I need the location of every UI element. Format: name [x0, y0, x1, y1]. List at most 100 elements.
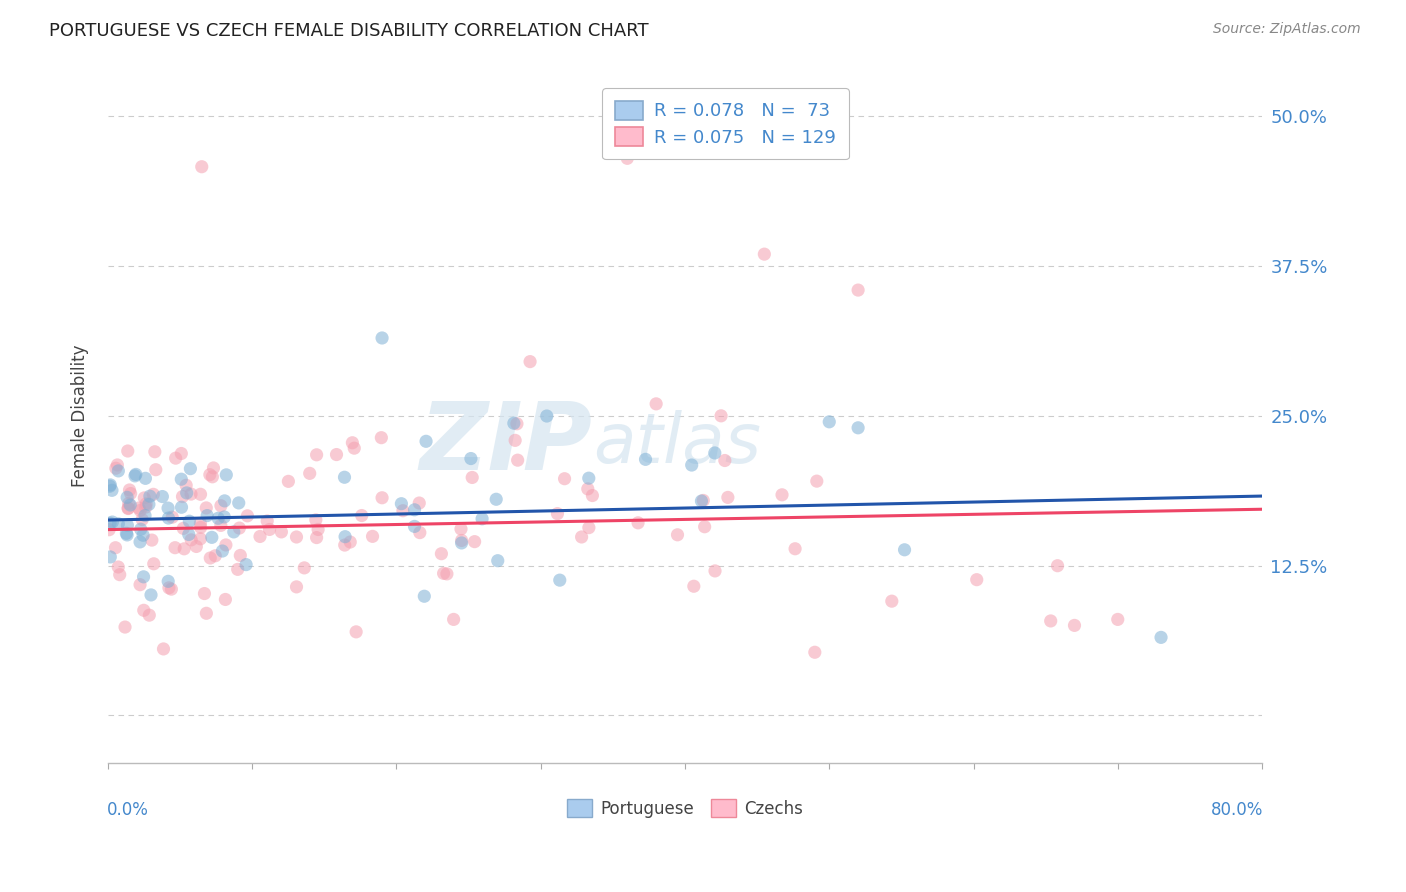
- Point: [634, 452, 657, 467]
- Point: [256, 514, 278, 528]
- Point: [139, 588, 162, 602]
- Point: [692, 493, 714, 508]
- Point: [115, 526, 138, 541]
- Point: [98, 523, 121, 537]
- Point: [132, 528, 155, 542]
- Point: [129, 522, 152, 536]
- Point: [165, 541, 187, 555]
- Point: [132, 603, 155, 617]
- Point: [371, 331, 394, 345]
- Point: [305, 448, 328, 462]
- Point: [333, 538, 356, 552]
- Point: [157, 511, 180, 525]
- Point: [228, 496, 250, 510]
- Point: [846, 421, 869, 435]
- Point: [350, 508, 373, 523]
- Point: [195, 500, 218, 515]
- Point: [190, 160, 212, 174]
- Point: [160, 582, 183, 596]
- Text: 0.0%: 0.0%: [107, 801, 149, 820]
- Point: [157, 574, 180, 589]
- Point: [177, 527, 200, 541]
- Point: [554, 472, 576, 486]
- Point: [966, 573, 988, 587]
- Point: [389, 497, 412, 511]
- Point: [666, 528, 689, 542]
- Point: [143, 444, 166, 458]
- Point: [270, 524, 292, 539]
- Point: [714, 453, 737, 467]
- Point: [138, 497, 160, 511]
- Point: [285, 530, 308, 544]
- Point: [693, 520, 716, 534]
- Point: [581, 489, 603, 503]
- Point: [104, 541, 127, 555]
- Point: [118, 483, 141, 497]
- Point: [134, 471, 156, 485]
- Point: [214, 592, 236, 607]
- Point: [195, 607, 218, 621]
- Point: [305, 513, 328, 527]
- Point: [125, 467, 148, 482]
- Point: [180, 487, 202, 501]
- Point: [804, 645, 827, 659]
- Point: [1063, 618, 1085, 632]
- Text: 80.0%: 80.0%: [1211, 801, 1263, 820]
- Point: [157, 581, 180, 595]
- Point: [209, 518, 232, 533]
- Point: [180, 533, 202, 547]
- Point: [361, 529, 384, 543]
- Point: [173, 541, 195, 556]
- Point: [118, 496, 141, 510]
- Point: [450, 536, 472, 550]
- Point: [201, 530, 224, 544]
- Point: [415, 434, 437, 449]
- Point: [460, 451, 482, 466]
- Point: [190, 532, 212, 546]
- Point: [117, 518, 139, 533]
- Point: [170, 446, 193, 460]
- Point: [214, 510, 236, 524]
- Point: [201, 470, 224, 484]
- Point: [277, 475, 299, 489]
- Point: [165, 451, 187, 466]
- Point: [141, 533, 163, 547]
- Point: [430, 547, 453, 561]
- Point: [209, 499, 232, 513]
- Point: [131, 512, 153, 526]
- Point: [222, 524, 245, 539]
- Point: [214, 494, 236, 508]
- Point: [107, 560, 129, 574]
- Point: [433, 566, 456, 581]
- Point: [846, 283, 869, 297]
- Point: [228, 521, 250, 535]
- Point: [152, 642, 174, 657]
- Point: [142, 487, 165, 501]
- Point: [170, 500, 193, 515]
- Point: [450, 533, 472, 548]
- Point: [307, 523, 329, 537]
- Point: [190, 516, 212, 531]
- Point: [408, 496, 430, 510]
- Point: [710, 409, 733, 423]
- Point: [128, 501, 150, 516]
- Point: [193, 586, 215, 600]
- Point: [627, 516, 650, 530]
- Point: [120, 498, 142, 512]
- Point: [703, 446, 725, 460]
- Point: [645, 397, 668, 411]
- Point: [506, 417, 529, 431]
- Point: [461, 470, 484, 484]
- Point: [519, 354, 541, 368]
- Point: [202, 461, 225, 475]
- Point: [204, 549, 226, 563]
- Text: Source: ZipAtlas.com: Source: ZipAtlas.com: [1213, 22, 1361, 37]
- Point: [285, 580, 308, 594]
- Point: [344, 624, 367, 639]
- Point: [108, 567, 131, 582]
- Point: [404, 519, 426, 533]
- Point: [162, 510, 184, 524]
- Point: [464, 534, 486, 549]
- Point: [114, 620, 136, 634]
- Point: [105, 458, 128, 472]
